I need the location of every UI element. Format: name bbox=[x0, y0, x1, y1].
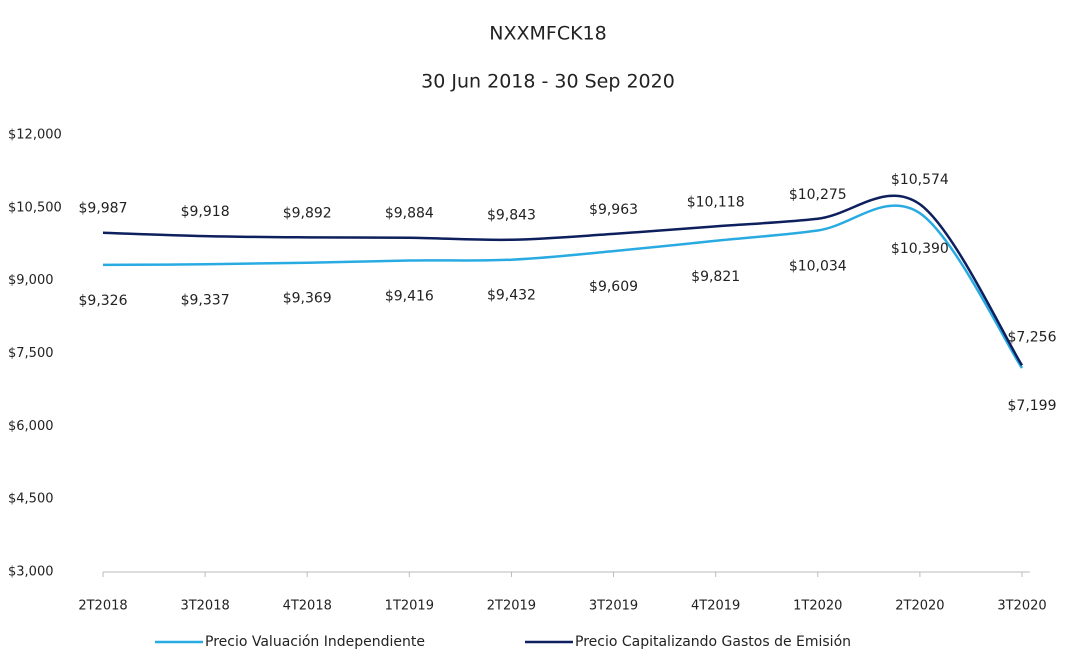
data-label: $9,843 bbox=[487, 208, 536, 224]
chart-title: NXXMFCK18 bbox=[489, 23, 606, 45]
y-tick-label: $3,000 bbox=[8, 565, 54, 580]
data-label: $10,118 bbox=[687, 194, 745, 210]
y-tick-label: $12,000 bbox=[8, 128, 62, 143]
data-label: $7,199 bbox=[1008, 398, 1057, 414]
data-label: $9,337 bbox=[181, 292, 230, 308]
series-line bbox=[102, 194, 1024, 367]
data-label: $9,326 bbox=[79, 293, 128, 309]
legend-label: Precio Capitalizando Gastos de Emisión bbox=[575, 634, 851, 650]
y-tick-label: $9,000 bbox=[8, 273, 54, 288]
data-label: $7,256 bbox=[1008, 329, 1057, 345]
data-label: $10,034 bbox=[789, 258, 847, 274]
x-tick-label: 2T2019 bbox=[487, 599, 536, 614]
data-label: $10,390 bbox=[891, 241, 949, 257]
y-tick-label: $4,500 bbox=[8, 492, 54, 507]
legend-label: Precio Valuación Independiente bbox=[205, 634, 425, 650]
x-tick-label: 1T2020 bbox=[793, 599, 842, 614]
data-label: $9,416 bbox=[385, 288, 434, 304]
data-label: $9,987 bbox=[79, 201, 128, 217]
data-label: $9,963 bbox=[589, 202, 638, 218]
x-tick-label: 4T2019 bbox=[691, 599, 740, 614]
x-tick-label: 2T2018 bbox=[78, 599, 127, 614]
x-tick-label: 3T2020 bbox=[997, 599, 1046, 614]
x-tick-label: 2T2020 bbox=[895, 599, 944, 614]
data-label: $9,369 bbox=[283, 291, 332, 307]
y-tick-label: $6,000 bbox=[8, 419, 54, 434]
series-line bbox=[102, 204, 1024, 369]
x-tick-label: 4T2018 bbox=[283, 599, 332, 614]
y-tick-label: $10,500 bbox=[8, 200, 62, 215]
data-label: $9,609 bbox=[589, 279, 638, 295]
y-tick-label: $7,500 bbox=[8, 346, 54, 361]
data-label: $10,574 bbox=[891, 172, 949, 188]
data-label: $9,918 bbox=[181, 204, 230, 220]
data-label: $9,892 bbox=[283, 205, 332, 221]
x-tick-label: 1T2019 bbox=[385, 599, 434, 614]
chart-subtitle: 30 Jun 2018 - 30 Sep 2020 bbox=[421, 71, 675, 93]
x-tick-label: 3T2018 bbox=[180, 599, 229, 614]
data-label: $9,884 bbox=[385, 206, 434, 222]
data-label: $10,275 bbox=[789, 187, 847, 203]
data-label: $9,821 bbox=[691, 269, 740, 285]
x-tick-label: 3T2019 bbox=[589, 599, 638, 614]
data-label: $9,432 bbox=[487, 288, 536, 304]
